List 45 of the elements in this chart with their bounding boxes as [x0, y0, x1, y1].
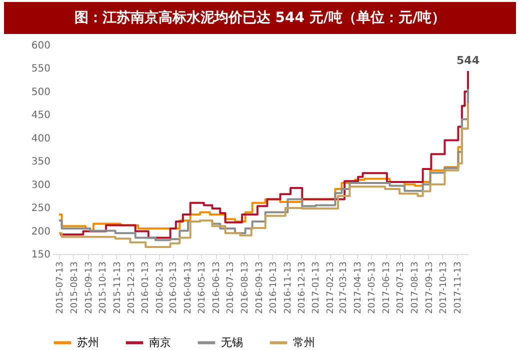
y-tick-label: 300	[31, 180, 50, 191]
y-tick-label: 150	[31, 250, 50, 260]
x-tick-label: 2017-01-13	[312, 262, 322, 314]
y-tick-label: 500	[31, 86, 50, 98]
y-tick-label: 400	[31, 133, 50, 144]
y-tick-label: 600	[31, 40, 50, 52]
x-tick-label: 2016-08-13	[240, 262, 250, 314]
x-tick-label: 2015-09-13	[84, 262, 94, 314]
x-tick-label: 2015-10-13	[98, 262, 108, 314]
x-tick-label: 2016-07-13	[226, 262, 236, 314]
x-tick-label: 2017-05-13	[368, 262, 378, 314]
legend-label: 无锡	[221, 336, 243, 349]
x-tick-label: 2016-06-13	[212, 262, 222, 314]
x-tick-label: 2016-03-13	[169, 262, 180, 314]
x-tick-label: 2017-07-13	[396, 262, 406, 314]
x-tick-label: 2016-01-13	[141, 262, 152, 314]
x-tick-label: 2017-04-13	[354, 262, 364, 314]
x-tick-label: 2017-09-13	[424, 262, 435, 314]
x-tick-label: 2015-12-13	[126, 262, 137, 314]
x-tick-label: 2017-11-13	[453, 262, 464, 314]
y-tick-label: 550	[31, 64, 50, 75]
legend-label: 常州	[293, 336, 315, 349]
y-tick-label: 450	[31, 110, 50, 122]
x-tick-label: 2016-02-13	[156, 262, 166, 314]
x-tick-label: 2016-09-13	[254, 262, 265, 314]
x-tick-label: 2015-08-13	[70, 262, 80, 314]
y-tick-label: 200	[31, 226, 50, 238]
annotation: 544	[456, 54, 480, 68]
x-tick-label: 2017-03-13	[339, 262, 350, 314]
x-tick-label: 2017-02-13	[326, 262, 336, 314]
x-tick-label: 2016-05-13	[198, 262, 208, 314]
legend-label: 南京	[149, 336, 171, 349]
x-tick-label: 2016-10-13	[268, 262, 279, 314]
x-tick-label: 2015-11-13	[112, 262, 123, 314]
legend-label: 苏州	[77, 336, 99, 349]
x-tick-label: 2017-06-13	[382, 262, 392, 314]
x-tick-label: 2016-11-13	[283, 262, 294, 314]
x-tick-label: 2016-04-13	[184, 262, 194, 314]
y-tick-label: 350	[31, 156, 50, 168]
x-tick-label: 2017-10-13	[438, 262, 449, 314]
chart-title: 图：江苏南京高标水泥均价已达 544 元/吨（单位：元/吨）	[4, 2, 516, 34]
x-tick-label: 2016-12-13	[297, 262, 308, 314]
x-tick-label: 2015-07-13	[55, 262, 66, 314]
y-tick-label: 250	[31, 203, 50, 214]
x-tick-label: 2017-08-13	[410, 262, 420, 314]
